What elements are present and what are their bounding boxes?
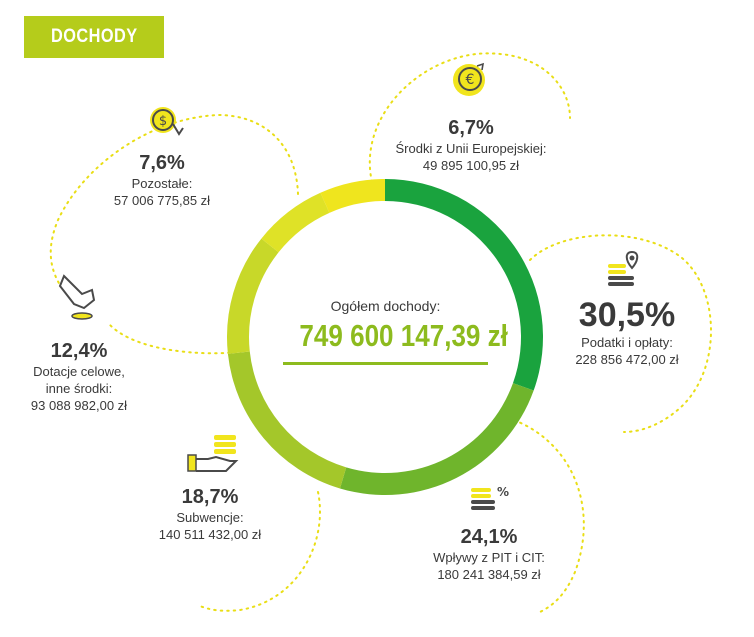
slice-label-podatki: 30,5% Podatki i opłaty: 228 856 472,00 z… [559,296,695,369]
svg-text:$: $ [159,114,167,129]
connector-arc-eu [369,52,571,183]
connector-arc-pit [507,417,585,613]
slice-name: Subwencje: [176,510,244,525]
slice-label-eu: 6,7% Środki z Unii Europejskiej: 49 895 … [390,115,552,175]
hand-coins-icon [187,435,239,472]
slice-amount: 180 241 384,59 zł [437,566,541,582]
slice-name: Wpływy z PIT i CIT: [433,550,545,565]
slice-name: Środki z Unii Europejskiej: [395,141,547,156]
slice-percent: 12,4% [50,340,108,362]
center-total: 749 600 147,39 zł [299,318,508,353]
slice-amount: 57 006 775,85 zł [113,192,211,208]
donut-slice-4 [261,192,330,253]
coins-map-pin-icon [608,250,639,286]
svg-text:€: € [466,72,475,88]
slice-amount: 140 511 432,00 zł [158,526,262,542]
center-underline [283,362,488,365]
donut-slice-1 [339,383,534,496]
header-badge: DOCHODY [24,16,164,58]
connector-arc-podatki [529,234,712,433]
donut-slice-2 [227,351,347,489]
slice-amount: 228 856 472,00 zł [575,351,679,367]
donut-slice-3 [227,238,279,354]
slice-label-subwencje: 18,7% Subwencje: 140 511 432,00 zł [148,484,272,544]
slice-name: Podatki i opłaty: [581,335,673,351]
slice-label-pit: 24,1% Wpływy z PIT i CIT: 180 241 384,59… [415,524,563,584]
slice-label-pozostale: 7,6% Pozostałe: 57 006 775,85 zł [105,150,219,210]
connector-arc-dotacje [109,324,237,355]
connector-arc-pozostale [49,113,299,286]
slice-label-dotacje: 12,4% Dotacje celowe, inne środki: 93 08… [22,338,136,415]
hand-coin-icon [58,274,96,320]
header-title: DOCHODY [50,26,138,47]
slice-name: Pozostałe: [131,176,193,191]
slice-amount: 49 895 100,95 zł [422,157,520,173]
slice-percent: 24,1% [460,526,518,548]
euro-icon: € [453,62,485,96]
donut-ring [227,179,544,496]
slice-name: Dotacje celowe, inne środki: [33,364,125,396]
slice-amount: 93 088 982,00 zł [30,397,128,413]
svg-text:%: % [497,485,509,499]
dollar-cycle-icon: $ [150,107,184,136]
donut-slice-0 [385,179,544,391]
slice-percent: 6,7% [448,117,494,139]
coins-percent-icon: % [471,485,509,510]
donut-slice-5 [320,179,385,213]
connector-arc-subwencje [199,491,321,612]
center-label: Ogółem dochody: [330,298,441,314]
slice-percent: 18,7% [181,486,239,508]
connector-arcs [49,52,712,613]
slice-percent: 7,6% [139,152,185,174]
slice-percent: 30,5% [578,296,676,334]
